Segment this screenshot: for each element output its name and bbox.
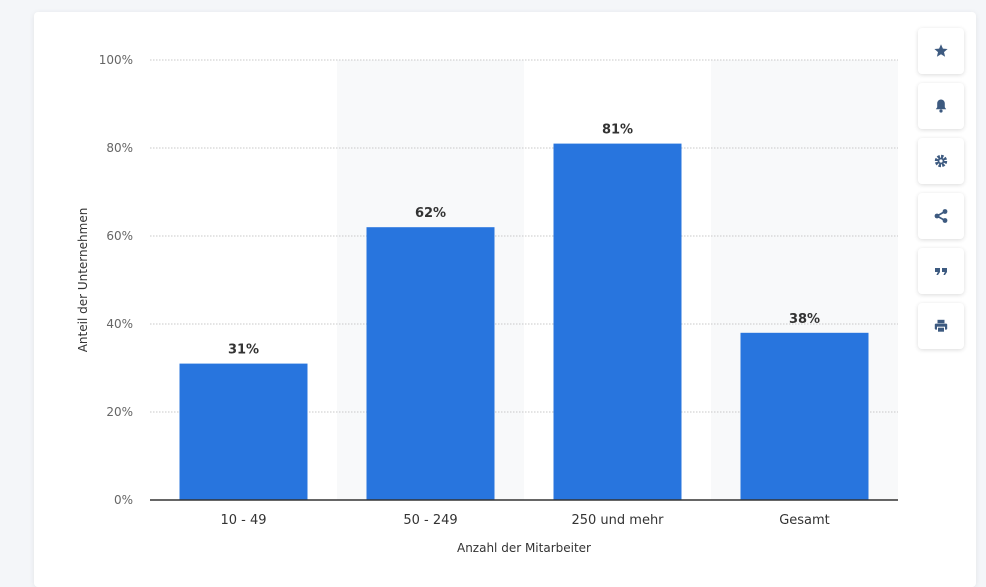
data-label: 38%	[789, 312, 820, 327]
star-icon	[934, 44, 948, 57]
bars	[179, 143, 869, 500]
share-icon	[934, 209, 948, 223]
y-axis-title: Anteil der Unternehmen	[76, 208, 90, 353]
gear-icon	[934, 154, 948, 168]
quote-icon	[935, 268, 947, 275]
notification-button[interactable]	[918, 83, 964, 129]
y-tick-label: 0%	[114, 493, 133, 507]
favorite-button[interactable]	[918, 28, 964, 74]
x-category-label: Gesamt	[779, 513, 830, 528]
data-label: 62%	[415, 206, 446, 221]
x-category-label: 250 und mehr	[571, 513, 664, 528]
bar-chart: 0% 20% 40% 60% 80% 100% 31% 62% 81% 38% 10 - 49 5…	[76, 53, 898, 555]
x-category-label: 50 - 249	[403, 513, 457, 528]
data-label: 31%	[228, 343, 259, 358]
y-tick-label: 40%	[106, 317, 133, 331]
y-tick-label: 100%	[99, 53, 133, 67]
y-tick-label: 20%	[106, 405, 133, 419]
print-button[interactable]	[918, 303, 964, 349]
bar[interactable]	[553, 143, 682, 500]
x-category-label: 10 - 49	[220, 513, 266, 528]
x-category-labels: 10 - 49 50 - 249 250 und mehr Gesamt	[220, 513, 829, 528]
bar[interactable]	[366, 227, 495, 500]
bar[interactable]	[740, 332, 869, 500]
chart-toolbar	[918, 28, 964, 349]
x-axis-title: Anzahl der Mitarbeiter	[457, 541, 591, 555]
bar[interactable]	[179, 363, 308, 500]
data-labels: 31% 62% 81% 38%	[228, 123, 820, 358]
cite-button[interactable]	[918, 248, 964, 294]
settings-button[interactable]	[918, 138, 964, 184]
y-tick-label: 60%	[106, 229, 133, 243]
data-label: 81%	[602, 123, 633, 138]
y-tick-labels: 0% 20% 40% 60% 80% 100%	[99, 53, 133, 507]
share-button[interactable]	[918, 193, 964, 239]
y-tick-label: 80%	[106, 141, 133, 155]
print-icon	[934, 319, 948, 333]
bell-icon	[935, 99, 947, 113]
